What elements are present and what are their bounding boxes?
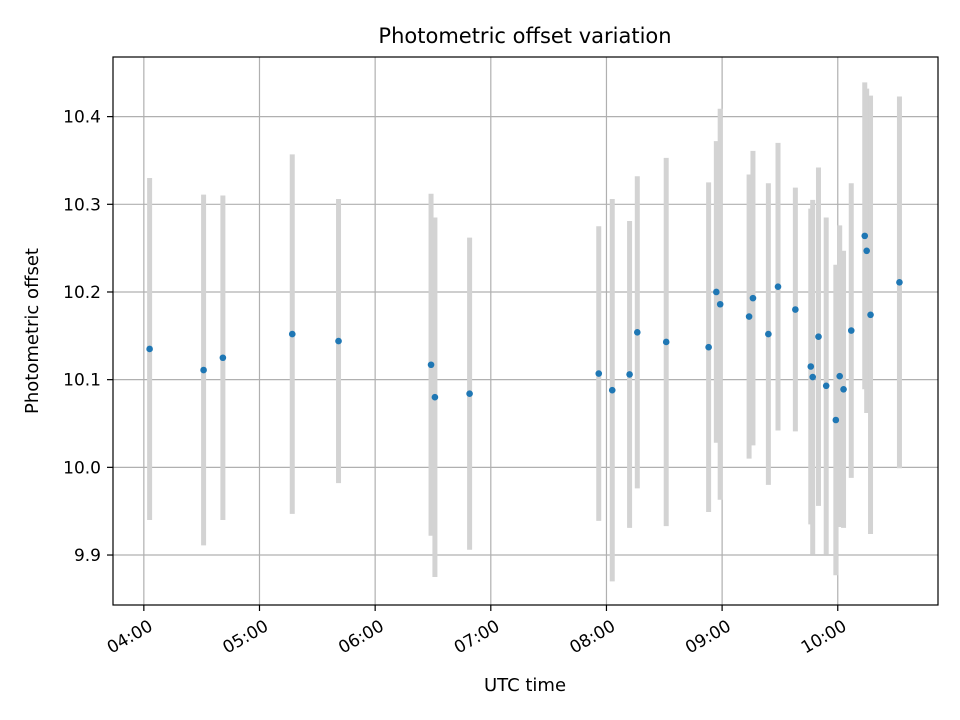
x-axis-title: UTC time xyxy=(484,675,566,696)
data-point xyxy=(288,330,296,338)
data-point xyxy=(713,288,720,296)
y-tick-label: 9.9 xyxy=(74,546,101,566)
y-tick-label: 10.1 xyxy=(63,371,101,391)
data-point xyxy=(749,294,757,302)
data-point xyxy=(832,416,840,424)
y-axis-title: Photometric offset xyxy=(22,248,43,414)
data-points xyxy=(146,232,903,424)
data-point xyxy=(867,311,874,319)
y-axis: 9.9 10.0 10.1 10.2 10.3 10.4 xyxy=(63,108,113,566)
data-point xyxy=(633,329,641,336)
data-point xyxy=(847,327,855,334)
chart-title: Photometric offset variation xyxy=(378,24,671,48)
data-point xyxy=(896,279,903,286)
grid-lines xyxy=(113,57,938,605)
y-tick-label: 10.2 xyxy=(63,283,101,303)
data-point xyxy=(792,306,799,313)
data-point xyxy=(863,247,870,255)
data-point xyxy=(815,333,822,340)
data-point xyxy=(745,313,753,320)
plot-frame xyxy=(112,56,939,606)
data-point xyxy=(662,338,670,346)
data-point xyxy=(200,366,207,374)
y-tick-label: 10.0 xyxy=(63,458,101,478)
data-point xyxy=(774,283,782,291)
data-point xyxy=(595,370,603,377)
data-point xyxy=(861,232,869,240)
data-point xyxy=(146,345,153,353)
data-point xyxy=(466,390,473,397)
data-point xyxy=(765,330,772,338)
data-point xyxy=(431,393,439,401)
data-point xyxy=(836,372,843,380)
y-tick-label: 10.4 xyxy=(63,108,101,128)
data-point xyxy=(807,363,815,370)
data-point xyxy=(219,354,227,362)
data-point xyxy=(705,343,712,351)
y-tick-label: 10.3 xyxy=(63,195,101,215)
data-point xyxy=(716,300,724,308)
data-point xyxy=(840,386,847,393)
data-point xyxy=(822,382,830,390)
data-point xyxy=(427,361,435,369)
data-point xyxy=(626,371,633,378)
data-point xyxy=(608,386,616,394)
data-point xyxy=(809,373,817,381)
data-point xyxy=(335,337,342,345)
